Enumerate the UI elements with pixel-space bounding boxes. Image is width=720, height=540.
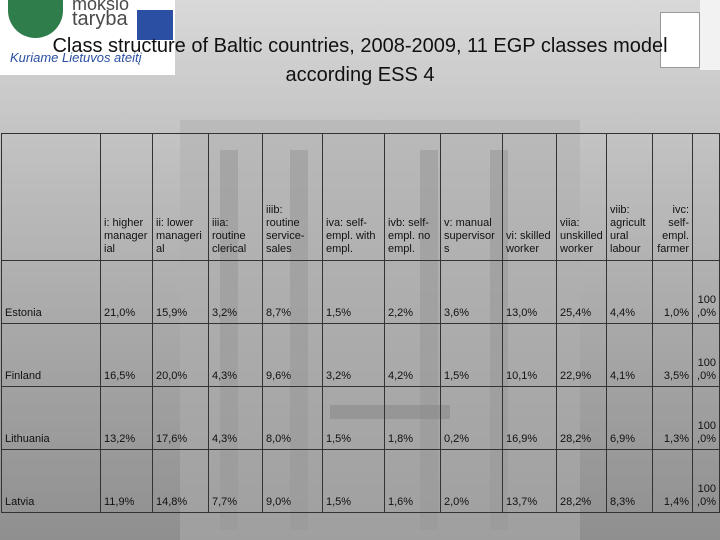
data-row: Estonia 21,0% 15,9% 3,2% 8,7% 1,5% 2,2% 3,6% 13,… — [1, 260, 720, 324]
header-cell — [1, 133, 101, 261]
header-cell: iiia: routine clerical — [208, 133, 263, 261]
row-label: Finland — [1, 323, 101, 387]
title-text: Class structure of Baltic countries, 200… — [52, 35, 668, 86]
cell: 13,0% — [502, 260, 557, 324]
cell: 28,2% — [556, 449, 607, 513]
cell: 1,5% — [322, 386, 385, 450]
cell: 100,0% — [692, 260, 720, 324]
data-row: Finland 16,5% 20,0% 4,3% 9,6% 3,2% 4,2% 1,5% 10,… — [1, 323, 720, 387]
title: Class structure of Baltic countries, 200… — [0, 32, 720, 90]
cell: 2,2% — [384, 260, 441, 324]
cell: 1,4% — [652, 449, 693, 513]
cell: 13,7% — [502, 449, 557, 513]
header-cell: ii: lower managerial — [152, 133, 209, 261]
cell: 1,5% — [440, 323, 503, 387]
cell: 8,3% — [606, 449, 653, 513]
row-label: Lithuania — [1, 386, 101, 450]
university-logo — [660, 12, 700, 68]
header-cell: viib: agricultural labour — [606, 133, 653, 261]
cell: 3,6% — [440, 260, 503, 324]
cell: 11,9% — [100, 449, 153, 513]
cell: 17,6% — [152, 386, 209, 450]
cell: 1,3% — [652, 386, 693, 450]
cell: 4,2% — [384, 323, 441, 387]
cell: 4,4% — [606, 260, 653, 324]
data-row: Latvia 11,9% 14,8% 7,7% 9,0% 1,5% 1,6% 2,0% 13,7… — [1, 449, 720, 513]
row-label: Estonia — [1, 260, 101, 324]
cell: 1,5% — [322, 449, 385, 513]
cell: 0,2% — [440, 386, 503, 450]
cell: 100,0% — [692, 449, 720, 513]
cell: 8,7% — [262, 260, 323, 324]
cell: 1,5% — [322, 260, 385, 324]
cell: 3,2% — [208, 260, 263, 324]
cell: 3,2% — [322, 323, 385, 387]
cell: 4,1% — [606, 323, 653, 387]
logo: mokslo taryba Kuriame Lietuvos ateitį — [0, 0, 175, 75]
cell: 20,0% — [152, 323, 209, 387]
logo — [700, 0, 720, 70]
cell: 100,0% — [692, 323, 720, 387]
cell: 1,6% — [384, 449, 441, 513]
header-cell: vi: skilled worker — [502, 133, 557, 261]
eu-flag — [137, 10, 173, 40]
cell: 22,9% — [556, 323, 607, 387]
header-cell: i: higher managerial — [100, 133, 153, 261]
data-row: Lithuania 13,2% 17,6% 4,3% 8,0% 1,5% 1,8% 0,2% 1… — [1, 386, 720, 450]
cell: 10,1% — [502, 323, 557, 387]
cell: 4,3% — [208, 386, 263, 450]
cell: 25,4% — [556, 260, 607, 324]
header-cell: iva: self-empl. with empl. — [322, 133, 385, 261]
cell: 15,9% — [152, 260, 209, 324]
cell: 14,8% — [152, 449, 209, 513]
logo-text: taryba — [72, 8, 128, 30]
cell: 1,0% — [652, 260, 693, 324]
slogan: Kuriame Lietuvos ateitį — [10, 50, 142, 65]
cell: 7,7% — [208, 449, 263, 513]
header-cell: ivb: self-empl. no empl. — [384, 133, 441, 261]
cell: 16,9% — [502, 386, 557, 450]
data-table: i: higher managerial ii: lower managerial… — [1, 133, 720, 513]
cell: 1,8% — [384, 386, 441, 450]
cell: 6,9% — [606, 386, 653, 450]
header-cell: ivc: self-empl. farmer — [652, 133, 693, 261]
cell: 16,5% — [100, 323, 153, 387]
cell: 13,2% — [100, 386, 153, 450]
logo-text: mokslo — [72, 0, 130, 14]
cell: 28,2% — [556, 386, 607, 450]
cell: 21,0% — [100, 260, 153, 324]
header-cell — [692, 133, 720, 261]
cell: 2,0% — [440, 449, 503, 513]
header-cell: iiib: routine service-sales — [262, 133, 323, 261]
cell: 3,5% — [652, 323, 693, 387]
cell: 9,0% — [262, 449, 323, 513]
cell: 8,0% — [262, 386, 323, 450]
header-cell: viia: unskilled worker — [556, 133, 607, 261]
cell: 4,3% — [208, 323, 263, 387]
header-row: i: higher managerial ii: lower managerial… — [1, 133, 720, 261]
header-cell: v: manual supervisors — [440, 133, 503, 261]
cell: 100,0% — [692, 386, 720, 450]
cell: 9,6% — [262, 323, 323, 387]
row-label: Latvia — [1, 449, 101, 513]
